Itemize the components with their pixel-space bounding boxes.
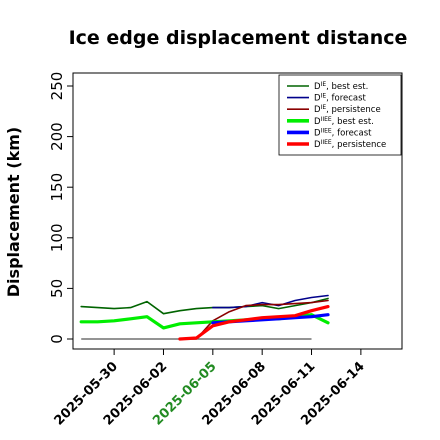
legend-label: DIE, forecast <box>314 93 367 104</box>
y-tick-label: 150 <box>48 173 66 202</box>
legend-label: DIE, persistence <box>314 104 381 115</box>
y-axis: 0 50 100 150 200 250 <box>48 72 73 344</box>
legend-label: DIIEE, forecast <box>314 127 372 138</box>
y-axis-label: Displacement (km) <box>4 127 23 297</box>
series-line-d-persistence <box>179 299 329 340</box>
y-tick-label: 200 <box>48 122 66 151</box>
series-line-d-iiee-persistence <box>178 305 330 341</box>
y-tick-label: 50 <box>48 279 66 298</box>
x-axis: 2025-05-302025-06-022025-06-052025-06-08… <box>52 349 368 429</box>
y-tick-label: 100 <box>48 223 66 252</box>
legend-box <box>278 74 402 156</box>
series-lines <box>79 294 330 341</box>
legend-label: DIIEE, persistence <box>314 139 386 150</box>
legend-label: DIIEE, best est. <box>314 116 374 127</box>
chart-title: Ice edge displacement distance <box>69 27 408 49</box>
series-line-d-best-est <box>80 297 329 315</box>
y-tick-label: 250 <box>48 72 66 101</box>
legend-label: DIE, best est. <box>314 81 368 92</box>
y-tick-label: 0 <box>48 334 66 344</box>
